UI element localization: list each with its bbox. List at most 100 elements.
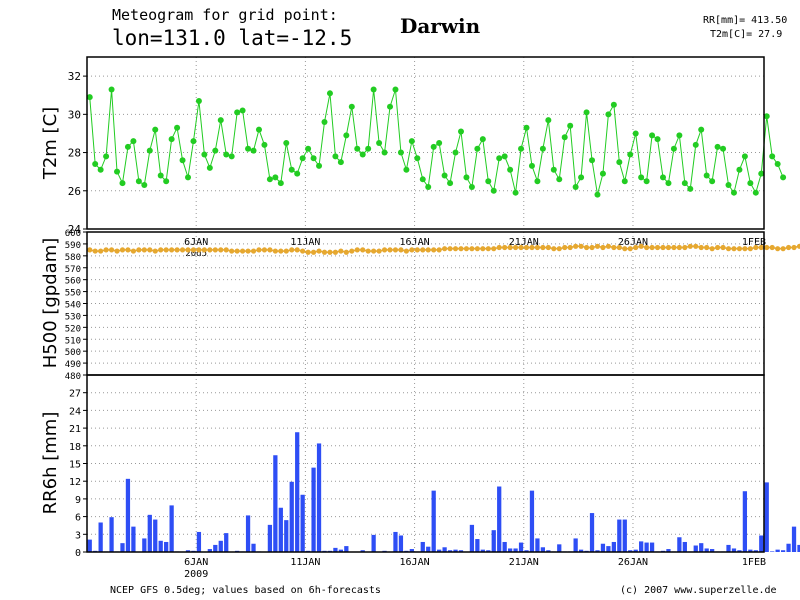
h500-point <box>103 247 109 253</box>
rr6h-bar <box>507 548 513 552</box>
x-tick-label: 1FEB <box>742 237 766 248</box>
rr-ytick-label-7: 21 <box>69 424 81 435</box>
rr6h-bar <box>786 543 791 552</box>
rr6h-bar <box>371 534 376 552</box>
h500-point <box>660 244 666 251</box>
h500-ytick-label-12: 600 <box>65 229 81 239</box>
rr6h-bar <box>409 549 414 552</box>
h500-point <box>556 246 562 252</box>
t2m-point <box>168 136 175 143</box>
t2m-point <box>479 136 486 143</box>
t2m-point <box>387 103 394 110</box>
t2m-point <box>681 180 688 187</box>
h500-point <box>551 246 557 252</box>
rr6h-bar <box>491 530 496 552</box>
h500-point <box>349 248 355 254</box>
t2m-point <box>523 124 530 131</box>
rr6h-series <box>87 432 800 552</box>
h500-point <box>338 248 344 254</box>
h500-point <box>425 247 431 253</box>
h500-point <box>480 246 486 252</box>
h500-point <box>360 247 366 253</box>
rr6h-bar <box>284 520 289 552</box>
t2m-point <box>567 122 574 129</box>
t2m-point <box>599 170 606 177</box>
h500-point <box>720 244 726 251</box>
rr6h-bar <box>546 550 551 552</box>
h500-point <box>152 248 158 254</box>
t2m-point <box>212 147 219 154</box>
rr6h-bar <box>147 514 152 552</box>
t2m-point <box>316 162 323 169</box>
h500-ytick-label-2: 500 <box>65 348 81 358</box>
t2m-point <box>534 178 541 185</box>
h500-point <box>644 244 650 251</box>
rr6h-bar <box>316 443 322 552</box>
h500-point <box>780 246 786 252</box>
rr6h-bar <box>486 550 491 552</box>
t2m-point <box>714 143 721 150</box>
summary-t2m: T2m[C]= 27.9 <box>710 29 782 40</box>
h500-point <box>512 244 519 251</box>
t2m-point <box>381 149 388 156</box>
h500-point <box>731 246 737 252</box>
rr6h-bar <box>518 542 524 552</box>
h500-point <box>234 248 240 254</box>
h500-point <box>502 244 508 251</box>
t2m-point <box>163 178 170 185</box>
t2m-point <box>201 151 208 158</box>
h500-point <box>534 244 541 251</box>
rr6h-bar <box>142 538 147 552</box>
t2m-point <box>397 149 404 156</box>
rr6h-bar <box>502 541 507 552</box>
rr6h-bar <box>611 541 616 552</box>
h500-point <box>605 243 611 249</box>
rr6h-bar <box>458 550 464 552</box>
t2m-point <box>763 113 770 120</box>
rr6h-bar <box>677 537 682 552</box>
h500-point <box>169 247 175 253</box>
rr6h-bar <box>578 549 584 552</box>
h500-point <box>327 249 333 255</box>
t2m-point <box>616 159 623 166</box>
t2m-point <box>594 191 601 198</box>
h500-point <box>147 247 153 253</box>
rr6h-bar <box>453 549 458 552</box>
t2m-point <box>474 145 481 152</box>
t2m-point <box>97 166 104 173</box>
rr6h-bar <box>207 549 212 552</box>
x-tick-label: 6JAN <box>184 237 208 248</box>
rr6h-bar <box>639 541 644 552</box>
t2m-point <box>321 118 328 125</box>
t2m-point <box>457 128 464 135</box>
h500-point <box>540 244 546 251</box>
t2m-point <box>736 166 743 173</box>
t2m-point <box>632 130 639 137</box>
t2m-point <box>392 86 399 93</box>
rr6h-bar <box>273 455 278 552</box>
rr6h-bar <box>775 549 780 552</box>
h500-point <box>704 244 710 251</box>
h500-point <box>371 248 377 254</box>
rr6h-x-labels: 6JAN 11JAN 16JAN 21JAN 26JAN 1FEB 2009 <box>184 557 766 580</box>
rr6h-bar <box>87 539 92 552</box>
t2m-point <box>550 166 557 173</box>
t2m-grid <box>87 57 765 229</box>
t2m-ytick-label-2: 28 <box>68 147 81 160</box>
t2m-point <box>365 145 372 152</box>
h500-point <box>753 244 759 251</box>
h500-point <box>709 246 715 252</box>
h500-point <box>218 247 224 253</box>
header-line2: lon=131.0 lat=-12.5 <box>112 26 352 50</box>
rr6h-bar <box>497 486 502 552</box>
t2m-point <box>447 180 454 187</box>
t2m-point <box>299 155 306 162</box>
rr6h-bar <box>213 544 218 552</box>
h500-point <box>245 248 251 254</box>
x-tick-label: 1FEB <box>742 557 766 568</box>
t2m-point <box>419 176 426 183</box>
t2m-point <box>441 172 448 179</box>
h500-point <box>212 247 218 253</box>
h500-ytick-label-0: 480 <box>65 372 81 382</box>
